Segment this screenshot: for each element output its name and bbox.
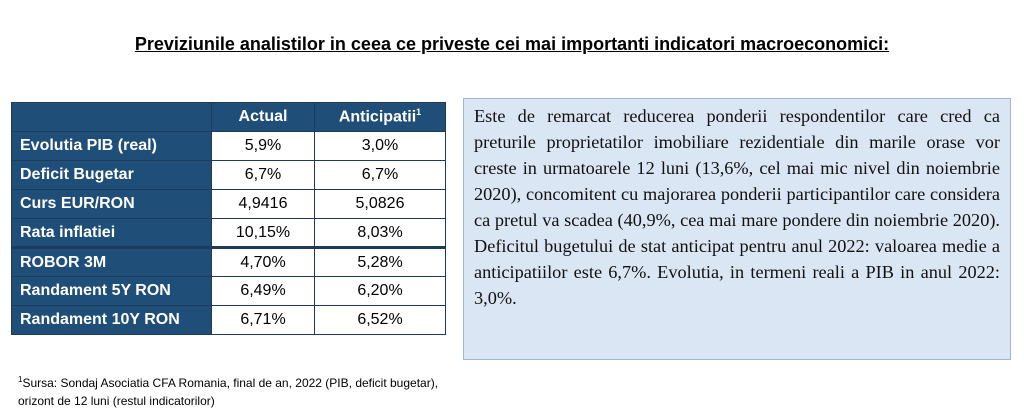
row-label: ROBOR 3M	[11, 246, 212, 277]
commentary-box: Este de remarcat reducerea ponderii resp…	[463, 98, 1011, 360]
column-header-anticipatii: Anticipatii1	[314, 102, 446, 132]
cell-anticipatii: 6,20%	[314, 276, 446, 306]
cell-actual: 4,9416	[211, 189, 315, 219]
source-note: 1Sursa: Sondaj Asociatia CFA Romania, fi…	[18, 371, 448, 410]
row-label: Deficit Bugetar	[11, 160, 212, 190]
row-label: Evolutia PIB (real)	[11, 131, 212, 161]
table-row: Curs EUR/RON 4,9416 5,0826	[11, 189, 446, 219]
cell-anticipatii: 3,0%	[314, 131, 446, 161]
table-row: Randament 5Y RON 6,49% 6,20%	[11, 276, 446, 306]
table-row: Rata inflatiei 10,15% 8,03%	[11, 218, 446, 248]
cell-actual: 10,15%	[211, 218, 315, 248]
cell-anticipatii: 5,28%	[314, 246, 446, 277]
row-label: Randament 10Y RON	[11, 305, 212, 335]
table-row: ROBOR 3M 4,70% 5,28%	[11, 246, 446, 277]
cell-anticipatii: 6,52%	[314, 305, 446, 335]
page-title: Previziunile analistilor in ceea ce priv…	[134, 34, 890, 54]
cell-anticipatii: 8,03%	[314, 218, 446, 248]
cell-actual: 6,49%	[211, 276, 315, 306]
cell-actual: 6,7%	[211, 160, 315, 190]
row-label: Randament 5Y RON	[11, 276, 212, 306]
commentary-text: Este de remarcat reducerea ponderii resp…	[474, 106, 1000, 308]
table-header-corner	[11, 102, 212, 132]
cell-anticipatii: 5,0826	[314, 189, 446, 219]
column-header-anticipatii-label: Anticipatii	[338, 108, 417, 126]
table-row: Randament 10Y RON 6,71% 6,52%	[11, 305, 446, 335]
indicators-table: Actual Anticipatii1 Evolutia PIB (real) …	[11, 102, 446, 335]
table-row: Evolutia PIB (real) 5,9% 3,0%	[11, 131, 446, 161]
cell-actual: 6,71%	[211, 305, 315, 335]
cell-anticipatii: 6,7%	[314, 160, 446, 190]
row-label: Curs EUR/RON	[11, 189, 212, 219]
footnote-mark: 1	[416, 107, 422, 118]
source-text: Sursa: Sondaj Asociatia CFA Romania, fin…	[18, 376, 439, 408]
column-header-actual: Actual	[211, 102, 315, 132]
cell-actual: 5,9%	[211, 131, 315, 161]
table-header-row: Actual Anticipatii1	[11, 102, 446, 132]
cell-actual: 4,70%	[211, 246, 315, 277]
table-row: Deficit Bugetar 6,7% 6,7%	[11, 160, 446, 190]
row-label: Rata inflatiei	[11, 218, 212, 248]
source-footnote-mark: 1	[18, 375, 23, 384]
